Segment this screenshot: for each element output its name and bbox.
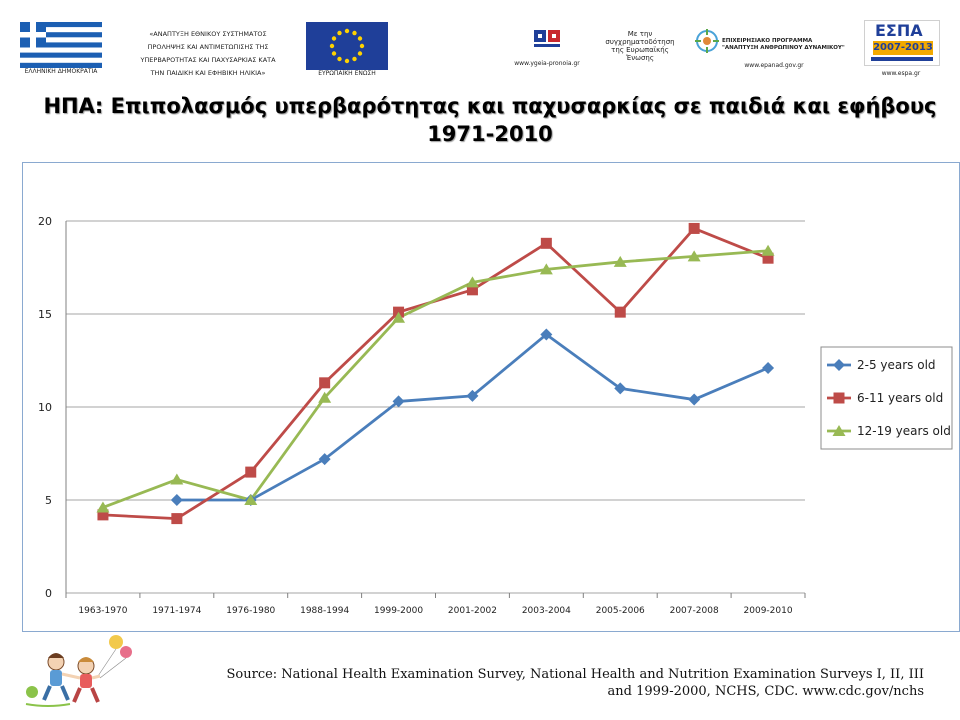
epanad-line: ΕΠΙΧΕΙΡΗΣΙΑΚΟ ΠΡΟΓΡΑΜΜΑ [722, 38, 813, 44]
data-point-series-1 [171, 513, 183, 525]
cofunded-line: Με την [627, 30, 653, 38]
data-point-series-2 [392, 311, 406, 323]
data-point-series-0 [540, 328, 553, 341]
legend-label: 2-5 years old [857, 358, 936, 372]
page-title: ΗΠΑ: Επιπολασμός υπερβαρότητας και παχυσ… [20, 92, 960, 148]
x-tick-label: 1976-1980 [226, 606, 275, 616]
espa-logo: ΕΣΠΑ 2007-2013 [864, 20, 940, 66]
espa-url: www.espa.gr [881, 70, 921, 77]
data-point-series-2 [318, 391, 332, 403]
data-point-series-2 [687, 250, 701, 262]
data-point-series-0 [466, 389, 479, 402]
x-tick-label: 1963-1970 [78, 606, 127, 616]
data-point-series-1 [762, 252, 774, 264]
espa-title: ΕΣΠΑ [875, 21, 923, 40]
greek-flag-caption: ΕΛΛΗΝΙΚΗ ΔΗΜΟΚΡΑΤΙΑ [24, 68, 98, 75]
legend-marker [833, 392, 845, 404]
x-tick-label: 2009-2010 [744, 606, 793, 616]
data-point-series-2 [244, 494, 258, 505]
data-point-series-0 [688, 393, 701, 406]
legend-label: 12-19 years old [857, 424, 951, 438]
line-chart: 0 5 10 15 20 1963-1970 1971-1974 1976-1980 1988-… [38, 215, 953, 616]
y-tick-label: 10 [38, 401, 52, 414]
data-point-series-1 [97, 509, 109, 521]
data-point-series-0 [170, 494, 183, 506]
legend-label: 6-11 years old [857, 391, 943, 405]
program-name: «ΑΝΑΠΤΥΞΗ ΕΘΝΙΚΟΥ ΣΥΣΤΗΜΑΤΟΣ ΠΡΟΛΗΨΗΣ ΚΑ… [116, 28, 300, 80]
series-line-1 [102, 227, 769, 520]
data-point-series-1 [245, 466, 257, 478]
data-point-series-1 [614, 306, 626, 318]
x-tick-label: 2007-2008 [670, 606, 719, 616]
kids-illustration [25, 635, 132, 707]
ygeia-url: www.ygeia-pronoia.gr [514, 60, 580, 67]
legend-marker [833, 359, 845, 371]
data-point-series-0 [762, 361, 775, 374]
legend-marker [832, 425, 846, 436]
cofunded-line: Ένωσης [626, 54, 654, 62]
greek-flag-logo [20, 22, 102, 68]
x-tick-label: 2001-2002 [448, 606, 497, 616]
y-tick-label: 5 [45, 494, 52, 507]
epanad-title: ΕΠΙΧΕΙΡΗΣΙΑΚΟ ΠΡΟΓΡΑΜΜΑ "ΑΝΑΠΤΥΞΗ ΑΝΘΡΩΠ… [722, 38, 848, 52]
series-line-0 [176, 333, 769, 502]
program-line: ΤΗΝ ΠΑΙΔΙΚΗ ΚΑΙ ΕΦΗΒΙΚΗ ΗΛΙΚΙΑ» [150, 69, 266, 77]
eu-flag-logo [306, 22, 388, 70]
data-point-series-1 [466, 284, 478, 296]
y-tick-label: 0 [45, 587, 52, 600]
y-tick-label: 20 [38, 215, 52, 228]
source-note: Source: National Health Examination Surv… [150, 666, 925, 700]
data-point-series-2 [465, 276, 479, 288]
logo-bar: ΕΛΛΗΝΙΚΗ ΔΗΜΟΚΡΑΤΙΑ «ΑΝΑΠΤΥΞΗ ΕΘΝΙΚΟΥ ΣΥ… [0, 0, 960, 88]
program-line: ΠΡΟΛΗΨΗΣ ΚΑΙ ΑΝΤΙΜΕΤΩΠΙΣΗΣ ΤΗΣ [147, 43, 269, 51]
data-point-series-1 [540, 237, 552, 249]
title-line-2: 1971-2010 [427, 122, 553, 146]
data-point-series-1 [688, 222, 700, 234]
chart-frame: 0 5 10 15 20 1963-1970 1971-1974 1976-1980 1988-… [22, 162, 960, 632]
espa-years: 2007-2013 [873, 41, 933, 55]
data-point-series-2 [96, 501, 110, 513]
cofunded-line: συγχρηματοδότηση [605, 38, 675, 46]
program-line: «ΑΝΑΠΤΥΞΗ ΕΘΝΙΚΟΥ ΣΥΣΤΗΜΑΤΟΣ [149, 30, 267, 38]
epanad-star-logo [695, 29, 719, 53]
y-tick-label: 15 [38, 308, 52, 321]
x-tick-label: 1988-1994 [300, 606, 349, 616]
data-point-series-2 [539, 263, 553, 275]
ygeia-pronoia-logo [534, 30, 560, 47]
x-tick-label: 2005-2006 [596, 606, 645, 616]
data-point-series-2 [170, 473, 184, 485]
data-point-series-2 [613, 255, 627, 267]
eu-flag-caption: ΕΥΡΩΠΑΪΚΗ ΕΝΩΣΗ [318, 70, 376, 77]
program-line: ΥΠΕΡΒΑΡΟΤΗΤΑΣ ΚΑΙ ΠΑΧΥΣΑΡΚΙΑΣ ΚΑΤΑ [140, 56, 276, 64]
source-line-1: Source: National Health Examination Surv… [226, 667, 925, 682]
x-tick-label: 1999-2000 [374, 606, 423, 616]
data-point-series-1 [319, 377, 331, 389]
cofunded-line: της Ευρωπαϊκής [611, 46, 669, 54]
cofunded-text: Με την συγχρηματοδότηση της Ευρωπαϊκής Έ… [592, 30, 688, 62]
data-point-series-2 [761, 244, 775, 256]
title-line-1: ΗΠΑ: Επιπολασμός υπερβαρότητας και παχυσ… [43, 94, 937, 118]
source-line-2: and 1999-2000, NCHS, CDC. www.cdc.gov/nc… [607, 684, 924, 699]
epanad-url: www.epanad.gov.gr [744, 62, 804, 69]
data-point-series-0 [614, 382, 627, 395]
data-point-series-0 [318, 453, 331, 466]
epanad-line: "ΑΝΑΠΤΥΞΗ ΑΝΘΡΩΠΙΝΟΥ ΔΥΝΑΜΙΚΟΥ" [722, 45, 845, 51]
data-point-series-0 [392, 395, 405, 408]
x-tick-label: 1971-1974 [152, 606, 201, 616]
x-tick-label: 2003-2004 [522, 606, 571, 616]
series-line-2 [102, 249, 769, 509]
